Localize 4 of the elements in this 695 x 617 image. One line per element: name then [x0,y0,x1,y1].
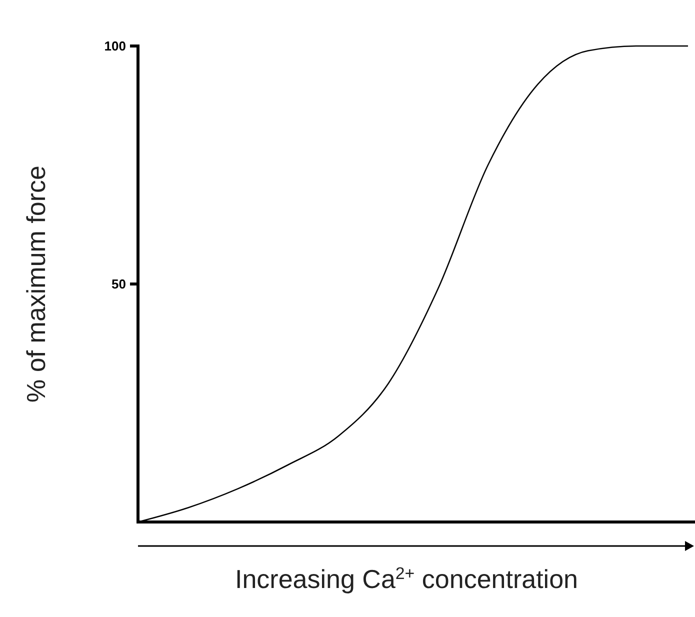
y-axis-title: % of maximum force [21,166,51,402]
y-tick-label: 50 [112,276,126,292]
x-axis-title: Increasing Ca$^{2+}$ concentration [234,564,578,594]
y-tick-label: 100 [104,38,126,54]
